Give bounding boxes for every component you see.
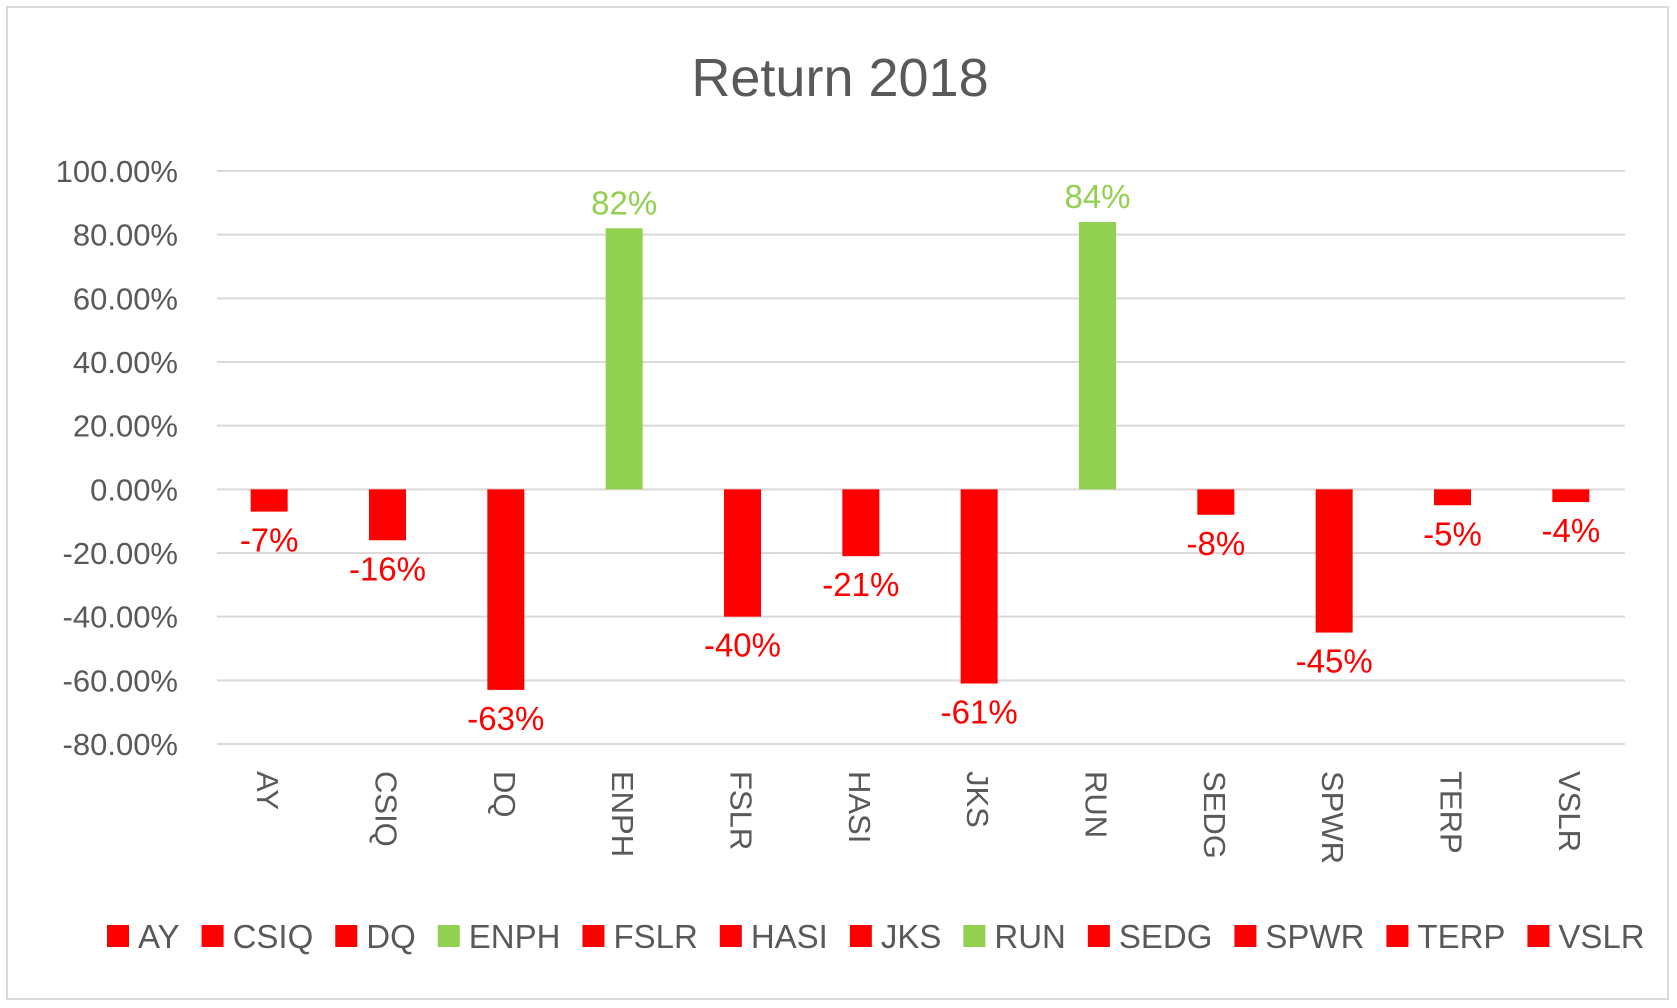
- legend-entry: TERP: [1417, 918, 1505, 955]
- data-label: 84%: [1064, 178, 1130, 215]
- legend-entry: HASI: [751, 918, 828, 955]
- bar-dq: [487, 489, 525, 690]
- legend-entry: CSIQ: [233, 918, 314, 955]
- y-axis-ticks: 100.00% 80.00% 60.00% 40.00% 20.00% 0.00% -20.…: [56, 154, 178, 762]
- legend-swatch: [1087, 925, 1110, 947]
- data-label: -5%: [1423, 515, 1482, 552]
- x-tick-label: JKS: [960, 771, 995, 828]
- data-label: -7%: [240, 522, 299, 559]
- legend-swatch: [1386, 925, 1409, 947]
- legend-entry: VSLR: [1558, 918, 1644, 955]
- bar-terp: [1434, 489, 1471, 506]
- legend-swatch: [1234, 925, 1257, 947]
- bar-vslr: [1552, 489, 1590, 503]
- y-tick-label: -60.00%: [63, 663, 178, 698]
- x-tick-label: VSLR: [1552, 771, 1587, 852]
- bars: [250, 221, 1590, 690]
- legend-swatch: [1527, 925, 1550, 947]
- bar-enph: [605, 228, 643, 490]
- bar-jks: [960, 489, 998, 684]
- bar-spwr: [1315, 489, 1353, 633]
- x-tick-label: SEDG: [1197, 771, 1232, 859]
- legend-entry: JKS: [881, 918, 942, 955]
- bar-ay: [250, 489, 288, 512]
- legend-entry: DQ: [366, 918, 416, 955]
- y-tick-label: 40.00%: [73, 345, 178, 380]
- legend-swatch: [849, 925, 872, 947]
- bar-run: [1079, 221, 1116, 490]
- x-tick-label: RUN: [1079, 771, 1114, 838]
- legend-entry: ENPH: [469, 918, 561, 955]
- legend-swatch: [107, 925, 129, 947]
- legend-swatch: [963, 925, 986, 947]
- x-tick-label: DQ: [487, 771, 522, 818]
- x-axis-ticks: AY CSIQ DQ ENPH FSLR HASI JKS RUN SEDG SPWR TERP VS…: [250, 771, 1587, 864]
- x-tick-label: FSLR: [724, 771, 759, 850]
- x-tick-label: AY: [250, 771, 285, 810]
- data-label: 82%: [591, 184, 657, 221]
- y-tick-label: -20.00%: [63, 536, 178, 571]
- x-tick-label: HASI: [842, 771, 877, 843]
- y-tick-label: 80.00%: [73, 218, 178, 253]
- bar-fslr: [724, 489, 761, 617]
- legend: AY CSIQ DQ ENPH FSLR HASI JKS RUN SEDG SPWR TERP VS…: [107, 918, 1645, 955]
- bar-hasi: [842, 489, 880, 557]
- bar-csiq: [369, 489, 406, 541]
- legend-swatch: [437, 925, 460, 947]
- x-tick-label: TERP: [1434, 771, 1469, 854]
- y-tick-label: 0.00%: [90, 472, 178, 507]
- data-label: -21%: [822, 566, 899, 603]
- chart-title: Return 2018: [691, 48, 988, 108]
- legend-swatch: [335, 925, 358, 947]
- data-labels: -7% -16% -63% 82% -40% -21% -61% 84% -8% -45% -5% -…: [240, 178, 1600, 737]
- data-label: -40%: [704, 627, 781, 664]
- data-label: -45%: [1296, 643, 1373, 680]
- data-label: -4%: [1541, 512, 1600, 549]
- data-label: -63%: [467, 700, 544, 737]
- gridlines: [217, 170, 1625, 745]
- legend-entry: SEDG: [1119, 918, 1213, 955]
- x-tick-label: CSIQ: [369, 771, 404, 847]
- data-label: -16%: [349, 550, 426, 587]
- y-tick-label: 60.00%: [73, 281, 178, 316]
- legend-entry: AY: [138, 918, 180, 955]
- legend-swatch: [201, 925, 224, 947]
- x-tick-label: SPWR: [1315, 771, 1350, 864]
- y-tick-label: 20.00%: [73, 409, 178, 444]
- data-label: -61%: [941, 694, 1018, 731]
- legend-entry: SPWR: [1265, 918, 1364, 955]
- legend-entry: FSLR: [613, 918, 697, 955]
- x-tick-label: ENPH: [605, 771, 640, 857]
- bar-sedg: [1197, 489, 1235, 515]
- legend-entry: RUN: [994, 918, 1066, 955]
- y-tick-label: 100.00%: [56, 154, 178, 189]
- data-label: -8%: [1186, 525, 1245, 562]
- legend-swatch: [719, 925, 742, 947]
- y-tick-label: -80.00%: [63, 727, 178, 762]
- y-tick-label: -40.00%: [63, 600, 178, 635]
- legend-swatch: [582, 925, 605, 947]
